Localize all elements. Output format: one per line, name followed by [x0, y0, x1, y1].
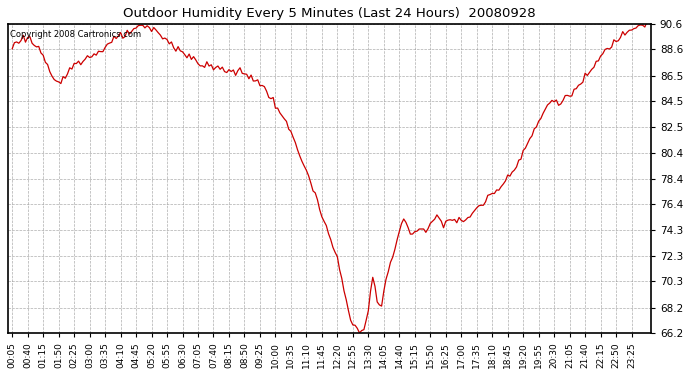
Title: Outdoor Humidity Every 5 Minutes (Last 24 Hours)  20080928: Outdoor Humidity Every 5 Minutes (Last 2…: [124, 7, 536, 20]
Text: Copyright 2008 Cartronics.com: Copyright 2008 Cartronics.com: [10, 30, 141, 39]
